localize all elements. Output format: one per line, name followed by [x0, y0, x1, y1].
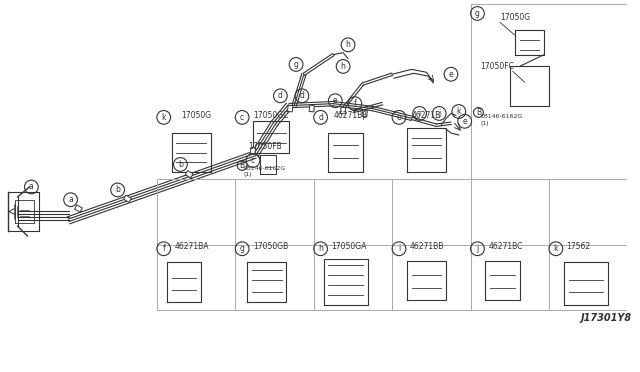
Text: b: b — [115, 185, 120, 195]
Text: B: B — [476, 108, 481, 117]
Text: 46271BC: 46271BC — [488, 242, 523, 251]
Bar — [124, 195, 131, 202]
Text: f: f — [163, 244, 165, 253]
Text: h: h — [340, 62, 346, 71]
Text: 17050G: 17050G — [500, 13, 530, 22]
Text: 17050G: 17050G — [181, 111, 211, 121]
Bar — [287, 105, 293, 112]
Text: d: d — [300, 91, 305, 100]
Text: g: g — [475, 9, 480, 18]
Text: 17050FC: 17050FC — [481, 62, 515, 71]
Text: j: j — [438, 109, 440, 118]
Text: (1): (1) — [481, 121, 489, 126]
Bar — [362, 110, 367, 117]
Text: g: g — [240, 244, 244, 253]
Text: j: j — [476, 244, 479, 253]
Bar — [74, 205, 83, 212]
Text: 46271Bβ: 46271Bβ — [333, 111, 367, 121]
Text: e: e — [462, 117, 467, 126]
Text: c: c — [240, 113, 244, 122]
Text: h: h — [318, 244, 323, 253]
Text: B: B — [239, 161, 244, 170]
Text: 46271B: 46271B — [412, 111, 441, 121]
Text: e: e — [333, 96, 337, 105]
Text: 17562: 17562 — [566, 242, 591, 251]
Text: b: b — [178, 160, 183, 169]
Text: k: k — [456, 107, 461, 116]
Text: 17050GC: 17050GC — [253, 111, 288, 121]
Bar — [186, 171, 193, 178]
Text: c: c — [251, 156, 255, 165]
Text: 17050GB: 17050GB — [253, 242, 288, 251]
Text: k: k — [161, 113, 166, 122]
Text: d: d — [278, 91, 283, 100]
Text: h: h — [346, 40, 351, 49]
Bar — [340, 107, 346, 114]
Text: e: e — [397, 113, 401, 122]
Text: a: a — [29, 183, 34, 192]
Text: 46271BB: 46271BB — [410, 242, 444, 251]
Text: J17301Y8: J17301Y8 — [580, 313, 632, 323]
Text: 08146-6162G: 08146-6162G — [243, 166, 285, 171]
Text: d: d — [318, 113, 323, 122]
Text: e: e — [449, 70, 453, 79]
Text: 17050FB: 17050FB — [248, 142, 282, 151]
Bar — [309, 105, 314, 112]
Text: 46271BA: 46271BA — [175, 242, 209, 251]
Text: i: i — [398, 244, 400, 253]
Text: (1): (1) — [243, 172, 252, 177]
Text: g: g — [294, 60, 298, 69]
Bar — [250, 147, 256, 154]
Text: a: a — [68, 195, 73, 204]
Text: 08146-6162G: 08146-6162G — [481, 114, 523, 119]
Text: f: f — [353, 99, 356, 108]
Text: 17050GA: 17050GA — [332, 242, 367, 251]
Text: i: i — [419, 109, 420, 118]
Text: k: k — [554, 244, 558, 253]
